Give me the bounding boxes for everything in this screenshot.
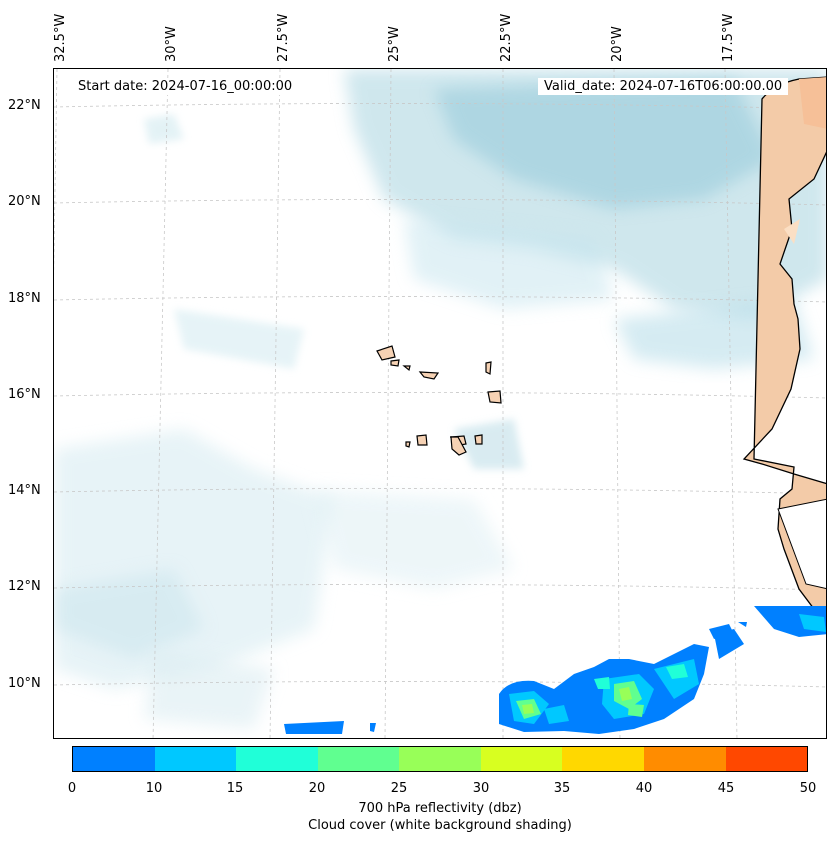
island-maio	[474, 434, 483, 445]
map-area[interactable]	[53, 68, 827, 739]
colorbar-seg-40-45	[643, 747, 726, 771]
map-canvas	[54, 69, 826, 738]
africa-coast	[742, 76, 826, 619]
island-brava	[405, 441, 411, 448]
colorbar-seg-15-20	[236, 747, 318, 771]
island-fogo-west	[416, 434, 428, 446]
colorbar-tick-35: 35	[553, 781, 571, 796]
colorbar-label-cloud-cover: Cloud cover (white background shading)	[308, 818, 572, 833]
cape-verde-islands	[376, 345, 502, 456]
island-sao-nicolau	[418, 371, 440, 380]
reflectivity-colorbar	[72, 746, 808, 772]
colorbar-seg-30-35	[480, 747, 563, 771]
island-santo-antao	[376, 345, 396, 361]
lon-label-20w: 20°W	[610, 26, 625, 62]
lon-label-25w: 25°W	[387, 26, 402, 62]
colorbar-seg-10-15	[154, 747, 237, 771]
colorbar-tick-10: 10	[145, 781, 163, 796]
lon-label-30w: 30°W	[164, 26, 179, 62]
lon-label-27.5w: 27.5°W	[276, 13, 291, 62]
island-boa-vista	[487, 390, 502, 404]
island-sal	[485, 361, 492, 375]
colorbar-seg-35-40	[562, 747, 644, 771]
colorbar-label-reflectivity: 700 hPa reflectivity (dbz)	[358, 801, 522, 816]
colorbar-seg-25-30	[399, 747, 481, 771]
valid-date-label: Valid_date: 2024-07-16T06:00:00.00	[538, 78, 789, 95]
lat-label-10n: 10°N	[8, 676, 41, 691]
lat-label-16n: 16°N	[8, 387, 41, 402]
lat-label-22n: 22°N	[8, 98, 41, 113]
colorbar-tick-20: 20	[308, 781, 326, 796]
cloud-cover-shading	[54, 69, 826, 729]
colorbar-tick-45: 45	[717, 781, 735, 796]
colorbar-tick-50: 50	[799, 781, 817, 796]
island-santiago	[450, 436, 467, 456]
colorbar-tick-25: 25	[390, 781, 408, 796]
colorbar-tick-40: 40	[635, 781, 653, 796]
graticule-grid	[54, 69, 826, 738]
lat-label-14n: 14°N	[8, 483, 41, 498]
island-santa-luzia	[402, 365, 411, 372]
lon-label-22.5w: 22.5°W	[499, 13, 514, 62]
island-sao-vicente	[390, 359, 400, 367]
lon-label-32.5w: 32.5°W	[53, 13, 68, 62]
colorbar-seg-0-10	[73, 747, 155, 771]
lat-label-12n: 12°N	[8, 579, 41, 594]
colorbar-tick-0: 0	[67, 781, 77, 796]
lat-label-18n: 18°N	[8, 291, 41, 306]
start-date-label: Start date: 2024-07-16_00:00:00	[72, 78, 299, 95]
colorbar-seg-20-25	[317, 747, 400, 771]
lat-label-20n: 20°N	[8, 194, 41, 209]
reflectivity-shading	[284, 606, 826, 734]
lon-label-17.5w: 17.5°W	[721, 13, 736, 62]
colorbar-seg-45-50	[725, 747, 808, 771]
colorbar-tick-30: 30	[472, 781, 490, 796]
colorbar-tick-15: 15	[226, 781, 244, 796]
